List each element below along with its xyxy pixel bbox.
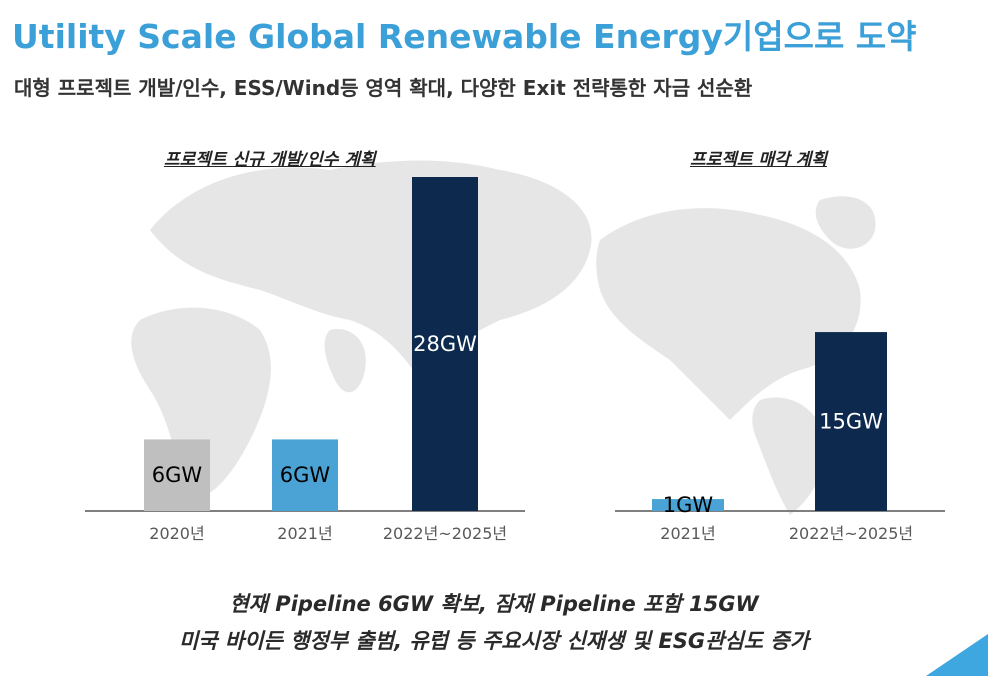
page-subtitle: 대형 프로젝트 개발/인수, ESS/Wind등 영역 확대, 다양한 Exit…: [14, 76, 753, 100]
bar: [652, 499, 724, 511]
bar: [815, 332, 887, 511]
bar: [272, 439, 338, 511]
x-tick-label: 2021년: [660, 524, 715, 543]
x-tick-label: 2020년: [149, 524, 204, 543]
bar-value-label: 28GW: [413, 332, 477, 356]
x-tick-label: 2021년: [277, 524, 332, 543]
chart-title-sale: 프로젝트 매각 계획: [690, 150, 827, 170]
bar: [144, 439, 210, 511]
corner-accent: [926, 634, 988, 676]
chart-title-development: 프로젝트 신규 개발/인수 계획: [164, 150, 376, 170]
footnote-pipeline: 현재 Pipeline 6GW 확보, 잠재 Pipeline 포함 15GW: [229, 592, 759, 616]
bar-value-label: 6GW: [280, 463, 331, 487]
world-map-background: [131, 160, 876, 515]
bar-value-label: 6GW: [152, 463, 203, 487]
x-tick-label: 2022년~2025년: [383, 524, 507, 543]
bar: [412, 177, 478, 511]
bar-value-label: 1GW: [663, 493, 714, 517]
footnote-market: 미국 바이든 행정부 출범, 유럽 등 주요시장 신재생 및 ESG관심도 증가: [178, 629, 810, 653]
x-tick-label: 2022년~2025년: [789, 524, 913, 543]
bar-value-label: 15GW: [819, 410, 883, 434]
page-title: Utility Scale Global Renewable Energy기업으…: [12, 17, 917, 56]
